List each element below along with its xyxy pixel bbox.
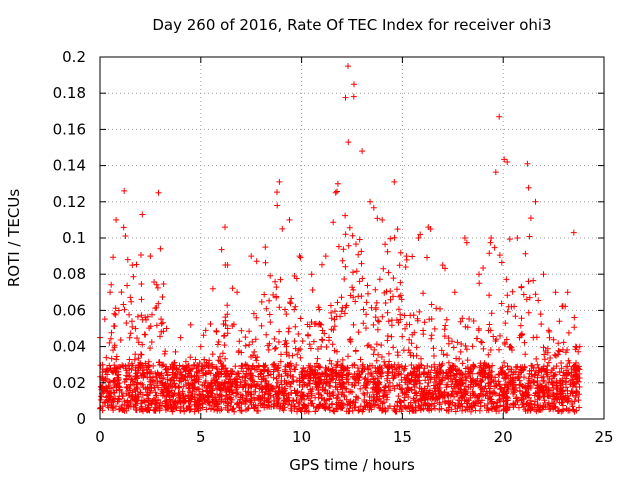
data-points xyxy=(97,63,583,415)
y-tick-labels: 0 0.02 0.04 0.06 0.08 0.1 0.12 0.14 0.16 0.18 0.2 xyxy=(53,48,86,428)
x-tick-label: 20 xyxy=(494,428,513,446)
y-tick-label: 0.04 xyxy=(53,338,86,356)
axis-ticks xyxy=(99,56,605,420)
y-tick-label: 0.12 xyxy=(53,193,86,211)
x-axis-label: GPS time / hours xyxy=(289,456,415,474)
y-tick-label: 0.18 xyxy=(53,84,86,102)
y-tick-label: 0.06 xyxy=(53,301,86,319)
grid-lines xyxy=(100,57,604,419)
x-tick-label: 0 xyxy=(95,428,105,446)
chart-title: Day 260 of 2016, Rate Of TEC Index for r… xyxy=(152,16,551,34)
y-tick-label: 0.02 xyxy=(53,374,86,392)
y-tick-label: 0.08 xyxy=(53,265,86,283)
x-tick-label: 5 xyxy=(196,428,206,446)
x-tick-labels: 0 5 10 15 20 25 xyxy=(95,428,613,446)
y-tick-label: 0.14 xyxy=(53,157,86,175)
y-tick-label: 0.1 xyxy=(62,229,86,247)
y-axis-label: ROTI / TECUs xyxy=(5,189,23,287)
y-tick-label: 0 xyxy=(76,410,86,428)
x-tick-label: 15 xyxy=(393,428,412,446)
y-tick-label: 0.16 xyxy=(53,120,86,138)
x-tick-label: 25 xyxy=(594,428,613,446)
y-tick-label: 0.2 xyxy=(62,48,86,66)
roti-data-points xyxy=(97,63,583,415)
x-tick-label: 10 xyxy=(292,428,311,446)
